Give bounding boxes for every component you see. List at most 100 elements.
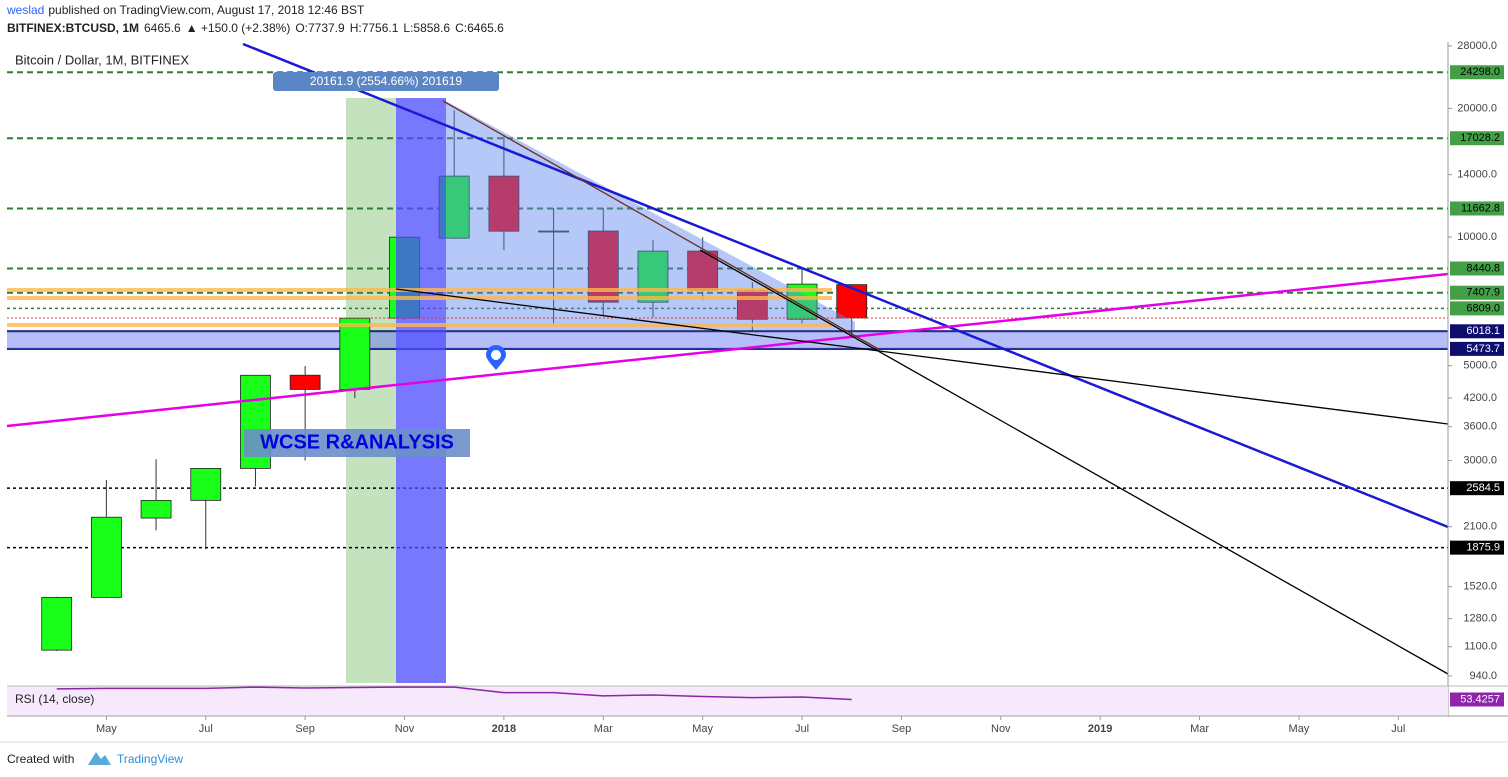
candle-body [90,516,122,598]
rsi-title: RSI (14, close) [15,692,94,706]
rsi-badge [1450,692,1504,707]
x-tick-label: May [96,723,117,735]
change: ▲ +150.0 (+2.38%) [186,21,291,35]
level-badge [1450,201,1504,216]
orange-band [7,323,832,327]
drawings-over: 20161.9 (2554.66%) 201619 WCSE R&ANALYSI… [6,42,1449,683]
annotation: WCSE R&ANALYSIS [260,431,454,453]
x-tick-label: Mar [1190,723,1209,735]
x-tick-label: May [1289,723,1310,735]
y-tick-label: 1520.0 [1463,581,1497,593]
y-tick-label: 14000.0 [1457,168,1497,180]
level-badge [1450,261,1504,276]
level-badge-label: 7407.9 [1466,287,1500,299]
orange-band [7,296,832,300]
level-badge [1450,301,1504,316]
y-tick-label: 3000.0 [1463,454,1497,466]
candle-body [538,230,569,233]
y-tick-label: 10000.0 [1457,231,1497,243]
x-tick-label: 2019 [1088,723,1112,735]
x-tick-label: Sep [892,723,912,735]
c-value: 6465.6 [467,21,504,35]
level-badge-label: 5473.7 [1466,343,1500,355]
triangle-shade [446,101,855,330]
level-badge-label: 6809.0 [1466,302,1500,314]
level-badge [1450,540,1504,555]
x-tick-label: Mar [594,723,613,735]
y-tick-label: 1100.0 [1464,641,1497,653]
measure-label-box [273,72,499,91]
symbol: BITFINEX:BTCUSD, 1M [7,21,139,35]
level-badge [1450,65,1504,80]
header-line: weslad published on TradingView.com, Augu… [6,3,365,17]
level-badge-label: 6018.1 [1466,325,1500,337]
l-label: L: [403,21,413,35]
annotation-box [244,429,470,457]
level-badge [1450,285,1504,300]
trend-line [242,42,1449,529]
x-tick-label: Nov [991,723,1011,735]
candle-body [637,250,669,303]
l-value: 5858.6 [413,21,450,35]
candle-body [190,468,222,501]
footer-brand[interactable]: TradingView [117,752,183,766]
x-tick-label: Jul [199,723,213,735]
y-tick-label: 2100.0 [1463,521,1497,533]
y-tick-label: 940.0 [1469,670,1497,682]
support-band [7,331,1448,349]
x-tick-label: 2018 [492,723,516,735]
level-badge-label: 1875.9 [1466,542,1500,554]
candle-body [41,596,73,651]
last-price: 6465.6 [144,21,181,35]
location-pin [486,345,506,370]
symbol-line: BITFINEX:BTCUSD, 1M 6465.6 ▲ +150.0 (+2.38… [7,21,504,35]
measure-label: 20161.9 (2554.66%) 201619 [310,74,462,88]
shade-nov [396,98,446,683]
y-tick-label: 3600.0 [1463,421,1497,433]
published: published on TradingView.com, August 17,… [48,3,365,17]
trend-line [6,272,1449,428]
y-tick-label: 28000.0 [1457,40,1497,52]
level-badge [1450,341,1504,356]
level-badge [1450,324,1504,339]
level-badge-label: 11662.8 [1461,202,1500,214]
level-badge-label: 2584.5 [1466,482,1500,494]
rsi-pane [7,686,1448,715]
x-tick-label: Jul [1391,723,1405,735]
trend-line [395,288,1449,425]
footer-created: Created with [7,752,74,766]
y-tick-label: 1280.0 [1463,612,1497,624]
candle-body [488,175,520,232]
level-badge-label: 17028.2 [1460,132,1500,144]
c-label: C: [455,21,467,35]
x-tick-label: Sep [295,723,315,735]
rsi-badge-label: 53.4257 [1460,693,1500,705]
h-label: H: [350,21,362,35]
chart-title: Bitcoin / Dollar, 1M, BITFINEX [15,52,189,67]
trend-line [699,249,1449,675]
candle-body [140,499,172,519]
level-badge-label: 24298.0 [1460,66,1500,78]
candle-body [836,284,868,319]
level-badge [1450,481,1504,496]
h-value: 7756.1 [362,21,399,35]
level-badge [1450,131,1504,146]
y-tick-label: 5000.0 [1463,360,1497,372]
y-tick-label: 20000.0 [1457,102,1497,114]
x-tick-label: Nov [395,723,415,735]
y-tick-label: 4200.0 [1463,392,1497,404]
candle-body [289,374,321,390]
candle-body [339,317,371,390]
x-tick-label: May [692,723,713,735]
o-value: 7737.9 [308,21,345,35]
candles [41,110,868,651]
trend-line [442,100,881,351]
x-tick-label: Jul [795,723,809,735]
orange-band [7,288,832,292]
level-badge-label: 8440.8 [1466,262,1500,274]
o-label: O: [295,21,308,35]
brand-logo [88,752,111,765]
author: weslad [6,3,44,17]
